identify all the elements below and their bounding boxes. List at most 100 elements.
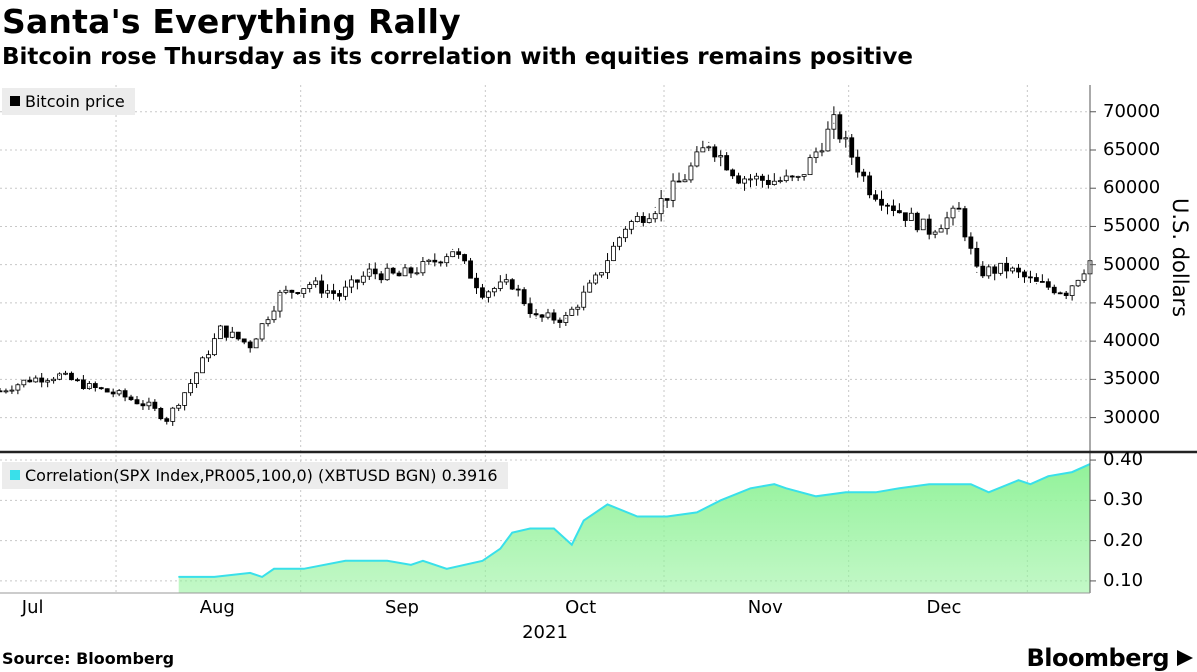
x-tick-label: Sep [384,597,419,618]
candle-body [718,155,724,158]
candle-body [712,146,718,158]
candle-body [200,357,205,374]
price-y-tick-label: 60000 [1103,177,1161,199]
correlation-point [606,503,609,505]
candle-body [9,389,15,392]
candle-body [974,247,980,267]
candle-body [277,291,283,312]
correlation-point [553,527,555,530]
candle-body [938,228,944,233]
price-y-tick-label: 70000 [1103,100,1161,122]
x-tick-label: Aug [199,597,235,618]
candle-body [533,313,539,316]
correlation-point [970,483,972,485]
candle-body [992,266,998,274]
price-y-tick-label: 65000 [1103,138,1161,160]
price-point [738,176,740,178]
correlation-point [249,572,251,574]
correlation-point [785,487,787,489]
price-legend-label: Bitcoin price [25,92,125,111]
correlation-point [273,568,275,570]
candle-body [1081,273,1087,281]
price-y-tick-label: 55000 [1103,215,1161,237]
candle-body [688,165,694,181]
candle-body [313,280,319,285]
candle-body [587,282,593,293]
candle-body [170,407,176,422]
price-point [958,210,960,212]
price-point [249,344,251,346]
candle-body [1075,279,1081,287]
correlation-point [422,560,424,562]
candle-body [902,212,908,221]
price-y-tick-label: 30000 [1103,406,1161,428]
price-point [219,329,221,331]
candle-body [837,114,843,140]
price-point [309,283,311,285]
candle-body [950,207,956,219]
candle-body [444,256,450,264]
candle-body [861,171,867,177]
candle-body [557,319,563,323]
candle-body [1069,285,1075,296]
price-point [1065,290,1067,292]
candle-body [706,146,712,149]
price-point [898,210,900,212]
candle-body [265,319,271,325]
candle-body [21,379,27,386]
candle-body [1028,276,1033,279]
correlation-point [446,568,448,570]
candle-body [414,272,420,275]
price-point [118,394,120,396]
correlation-area [178,463,1091,593]
price-point [654,206,656,208]
candle-body [724,155,730,171]
candle-body [1016,267,1021,273]
candle-body [33,377,39,383]
candle-body [783,175,789,182]
candle-body [617,237,622,247]
candle-body [45,380,51,383]
candle-body [194,372,199,384]
price-point [511,283,513,285]
candle-body [229,331,235,338]
candle-body [1010,267,1015,272]
candle-body [319,280,325,294]
candle-body [176,404,182,409]
candle-body [295,292,301,295]
candle-body [331,290,336,294]
candle-body [545,312,551,318]
candle-body [122,390,128,398]
candle-body [742,178,747,184]
candle-body [676,180,682,183]
candle-body [539,314,545,318]
candle-body [664,198,670,201]
candle-body [527,303,533,315]
correlation-point [928,483,930,485]
candle-body [593,274,599,284]
price-point [708,141,710,143]
correlation-point [773,483,775,485]
correlation-y-tick-label: 0.40 [1103,449,1144,471]
candle-body [69,372,74,381]
correlation-y-tick-label: 0.10 [1103,569,1144,591]
candle-body [402,267,408,277]
candle-body [92,383,98,389]
correlation-point [636,515,638,518]
candle-body [628,221,634,230]
candle-body [867,175,873,196]
correlation-y-tick-label: 0.30 [1103,489,1144,511]
candle-body [855,156,861,173]
bitcoin-candles [0,106,1093,426]
correlation-point [178,576,180,578]
price-point [1035,283,1037,285]
correlation-point [874,491,877,493]
candle-body [914,212,920,231]
candle-body [98,387,104,390]
candle-body [1063,292,1069,296]
candle-body [235,331,241,340]
candle-body [450,251,456,258]
candle-body [212,338,217,356]
candle-body [289,289,295,293]
bloomberg-logo: Bloomberg [1026,644,1170,672]
